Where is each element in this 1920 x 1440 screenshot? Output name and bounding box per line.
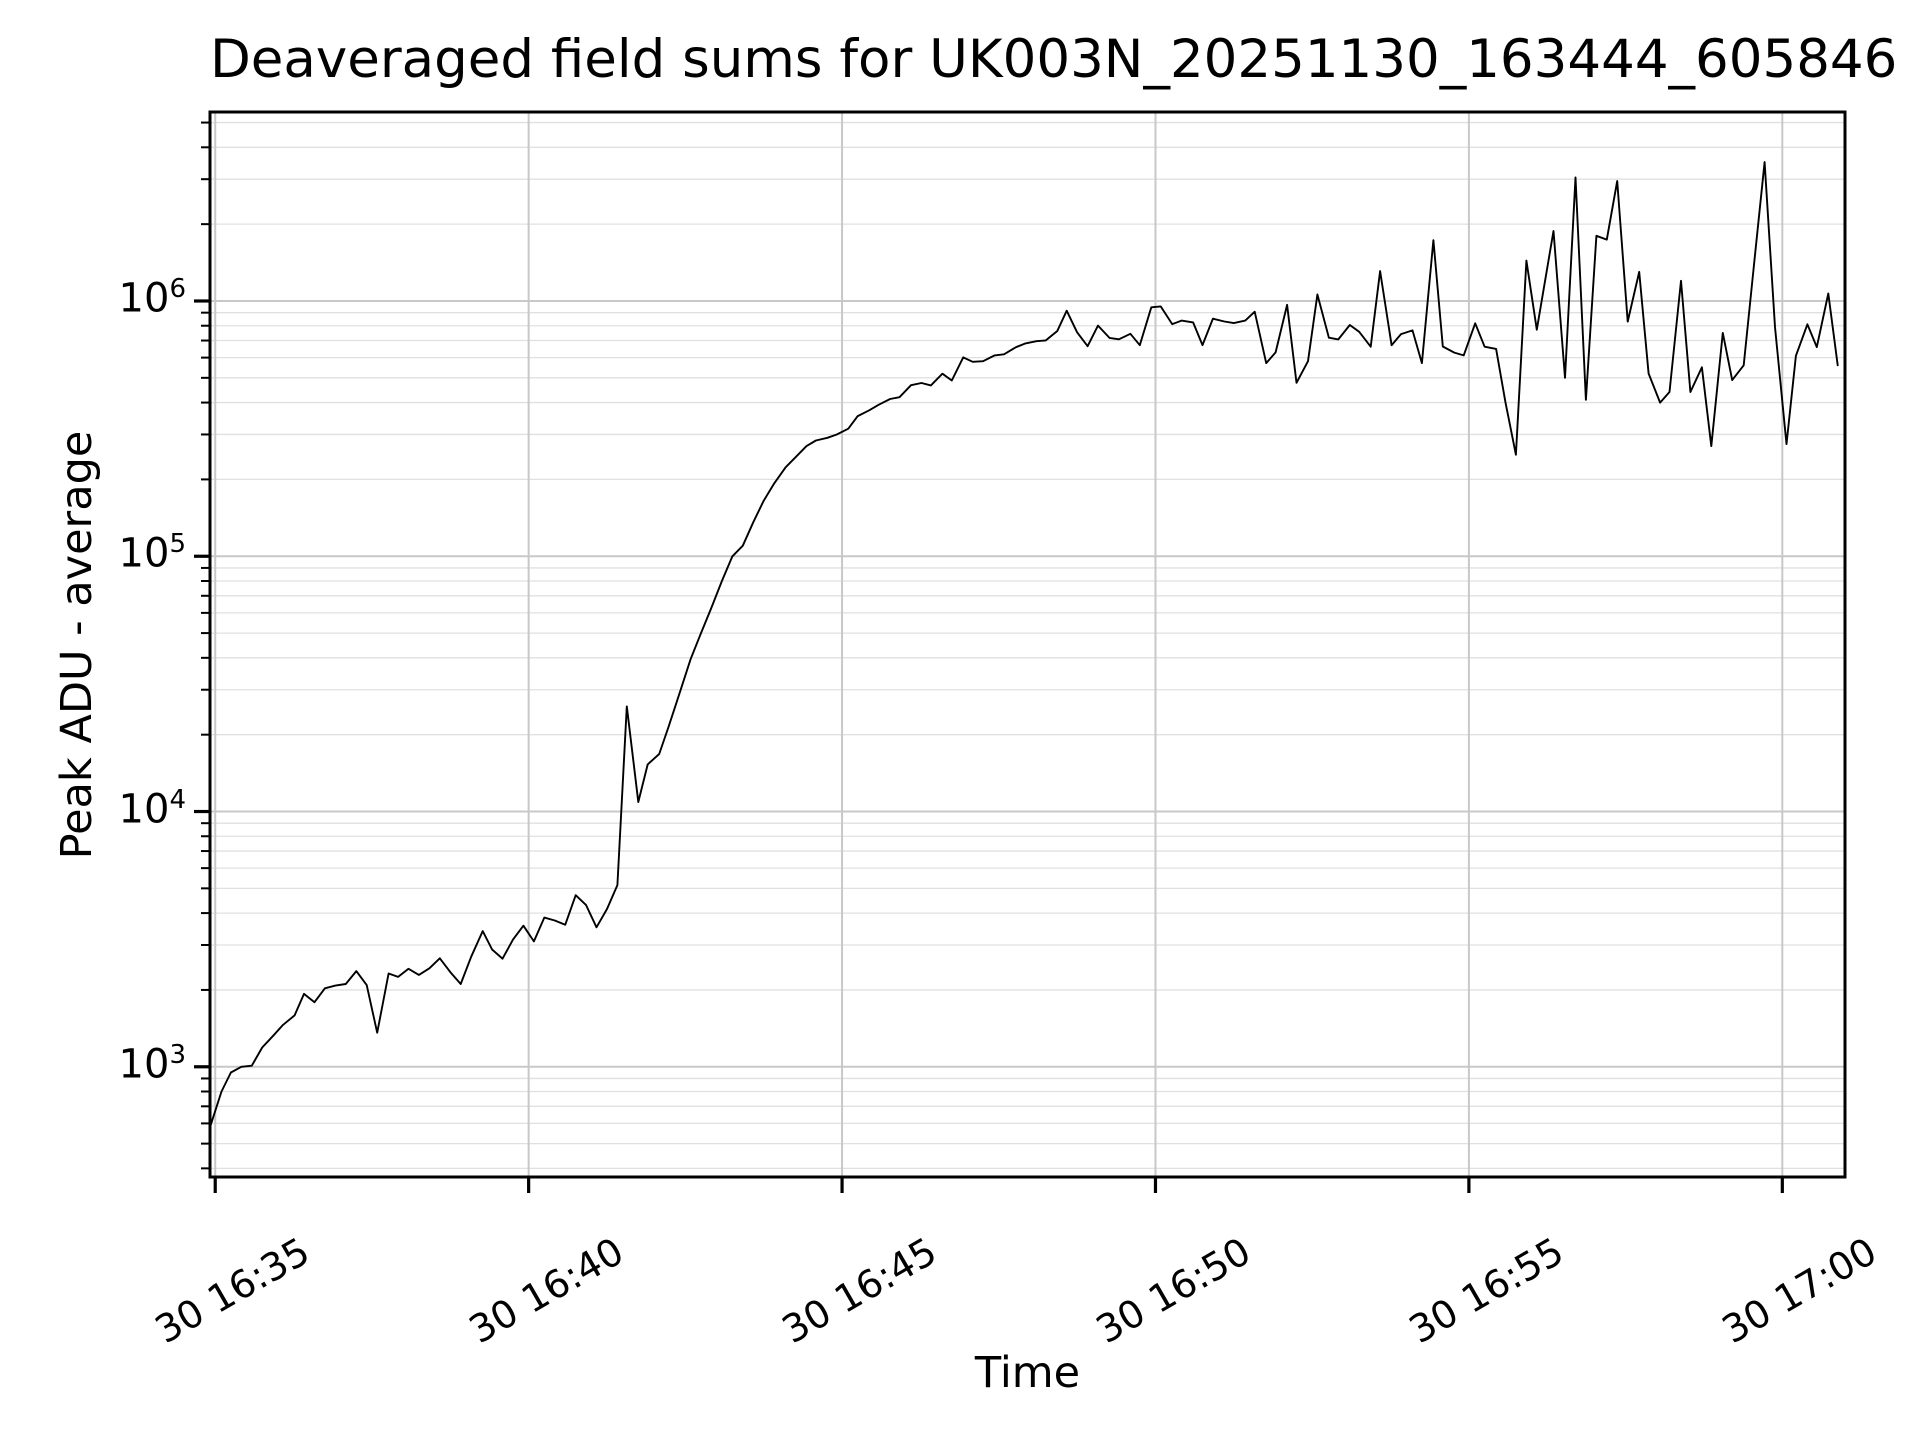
y-tick-label: 103 bbox=[118, 1039, 186, 1088]
data-series-line bbox=[209, 161, 1839, 1129]
y-tick-label: 104 bbox=[118, 784, 186, 832]
chart-title: Deaveraged field sums for UK003N_2025113… bbox=[210, 29, 1898, 90]
x-axis-label: Time bbox=[974, 1348, 1081, 1398]
y-tick-label: 106 bbox=[118, 273, 186, 322]
y-tick-label: 105 bbox=[118, 529, 186, 577]
plot-border bbox=[208, 110, 1847, 1179]
